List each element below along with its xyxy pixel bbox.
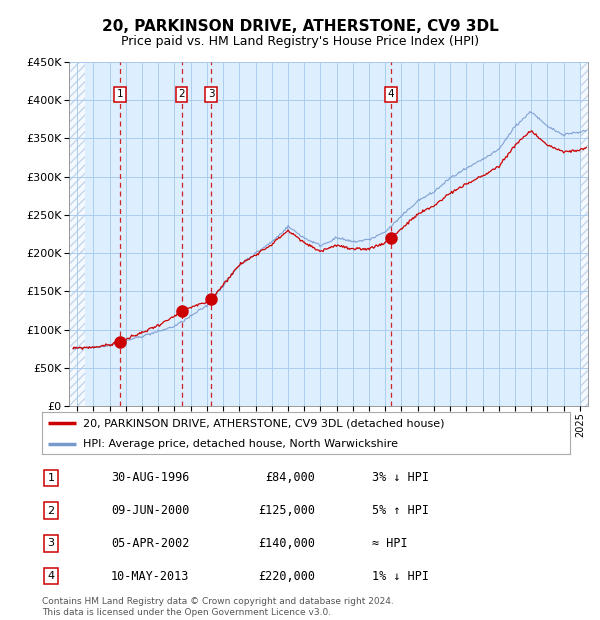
Text: £125,000: £125,000: [258, 504, 315, 517]
Text: 05-APR-2002: 05-APR-2002: [111, 537, 190, 550]
Text: 3: 3: [47, 538, 55, 549]
Text: £220,000: £220,000: [258, 570, 315, 583]
Text: ≈ HPI: ≈ HPI: [372, 537, 407, 550]
Text: 1: 1: [117, 89, 124, 99]
Text: Price paid vs. HM Land Registry's House Price Index (HPI): Price paid vs. HM Land Registry's House …: [121, 35, 479, 48]
Text: 3: 3: [208, 89, 214, 99]
Text: 1% ↓ HPI: 1% ↓ HPI: [372, 570, 429, 583]
Text: 09-JUN-2000: 09-JUN-2000: [111, 504, 190, 517]
Text: 3% ↓ HPI: 3% ↓ HPI: [372, 471, 429, 484]
Text: £84,000: £84,000: [265, 471, 315, 484]
Text: 20, PARKINSON DRIVE, ATHERSTONE, CV9 3DL (detached house): 20, PARKINSON DRIVE, ATHERSTONE, CV9 3DL…: [83, 418, 445, 428]
Text: HPI: Average price, detached house, North Warwickshire: HPI: Average price, detached house, Nort…: [83, 439, 398, 449]
Text: 2: 2: [47, 505, 55, 516]
Text: 30-AUG-1996: 30-AUG-1996: [111, 471, 190, 484]
Text: 10-MAY-2013: 10-MAY-2013: [111, 570, 190, 583]
Text: 20, PARKINSON DRIVE, ATHERSTONE, CV9 3DL: 20, PARKINSON DRIVE, ATHERSTONE, CV9 3DL: [101, 19, 499, 33]
Text: £140,000: £140,000: [258, 537, 315, 550]
Text: 5% ↑ HPI: 5% ↑ HPI: [372, 504, 429, 517]
Text: Contains HM Land Registry data © Crown copyright and database right 2024.
This d: Contains HM Land Registry data © Crown c…: [42, 598, 394, 617]
Text: 1: 1: [47, 472, 55, 483]
Text: 4: 4: [388, 89, 394, 99]
Text: 2: 2: [178, 89, 185, 99]
Text: 4: 4: [47, 571, 55, 582]
